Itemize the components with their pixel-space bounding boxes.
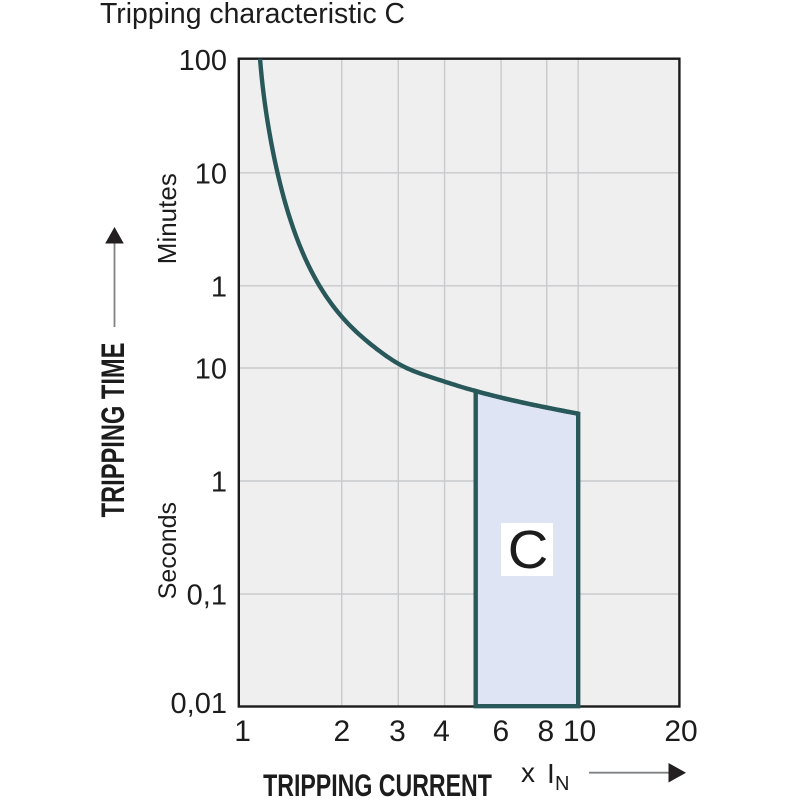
svg-text:20: 20 (664, 715, 697, 748)
svg-text:4: 4 (433, 715, 450, 748)
svg-text:TRIPPING CURRENT: TRIPPING CURRENT (263, 768, 492, 800)
svg-text:Seconds: Seconds (154, 502, 182, 599)
svg-text:1: 1 (211, 467, 227, 499)
svg-text:N: N (555, 773, 569, 795)
svg-text:x: x (521, 757, 535, 788)
svg-text:0,01: 0,01 (171, 688, 227, 720)
svg-text:10: 10 (195, 354, 227, 386)
svg-text:Minutes: Minutes (152, 173, 182, 264)
svg-text:2: 2 (333, 715, 350, 748)
svg-text:10: 10 (195, 158, 227, 190)
svg-text:I: I (547, 758, 555, 789)
svg-text:8: 8 (537, 715, 554, 748)
svg-text:TRIPPING TIME: TRIPPING TIME (96, 343, 131, 518)
svg-text:Tripping characteristic C: Tripping characteristic C (100, 0, 405, 30)
svg-text:C: C (508, 519, 549, 580)
svg-text:10: 10 (563, 715, 596, 748)
svg-text:1: 1 (234, 715, 251, 748)
svg-text:100: 100 (179, 45, 227, 77)
svg-text:1: 1 (211, 271, 227, 303)
svg-text:6: 6 (492, 715, 509, 748)
svg-text:0,1: 0,1 (187, 580, 227, 612)
svg-text:3: 3 (389, 715, 406, 748)
